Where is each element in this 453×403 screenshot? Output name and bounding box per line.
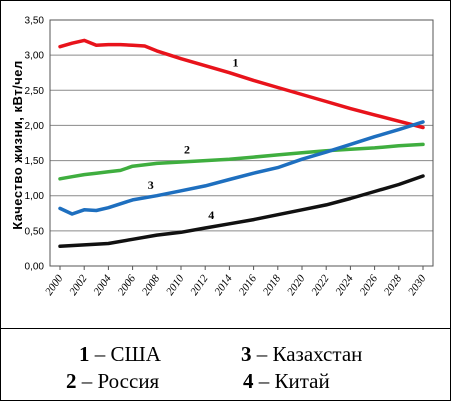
x-tick-label: 2022 (309, 272, 332, 297)
x-tick-label: 2012 (188, 272, 211, 297)
x-tick-label: 2020 (285, 272, 308, 297)
series-line-1 (58, 38, 425, 130)
y-axis-ticks: 0,00 0,50 1,00 1,50 2,00 2,50 3,00 3,50 (25, 16, 45, 273)
x-tick-label: 2026 (358, 272, 381, 297)
legend-item-1: 1 – США (79, 342, 161, 367)
y-tick-label: 2,50 (25, 86, 45, 97)
series-number-label-4: 4 (208, 208, 214, 222)
legend-text: – Россия (81, 369, 160, 393)
y-tick-label: 3,50 (25, 16, 45, 27)
legend-number: 4 (243, 369, 254, 393)
series-line-4 (58, 174, 425, 249)
y-tick-label: 0,00 (25, 262, 45, 273)
legend-item-3: 3 – Казахстан (241, 342, 362, 367)
series-number-label-3: 3 (148, 178, 154, 192)
y-tick-label: 0,50 (25, 226, 45, 237)
x-tick-label: 2010 (164, 272, 187, 297)
series-labels: 1 2 3 4 (148, 56, 239, 222)
series-group (58, 38, 425, 249)
y-tick-label: 1,50 (25, 156, 45, 167)
grid (49, 19, 434, 267)
legend-item-4: 4 – Китай (243, 369, 330, 394)
series-line-2 (58, 142, 425, 181)
x-tick-label: 2028 (382, 272, 405, 297)
y-tick-label: 1,00 (25, 191, 45, 202)
x-tick-label: 2008 (140, 272, 163, 297)
series-number-label-2: 2 (184, 143, 190, 157)
y-tick-label: 3,00 (25, 51, 45, 62)
x-tick-label: 2004 (91, 272, 114, 297)
x-tick-label: 2006 (116, 272, 139, 297)
x-tick-label: 2030 (406, 272, 429, 297)
legend-divider (0, 328, 451, 329)
y-tick-label: 2,00 (25, 121, 45, 132)
y-axis-label: Качество жизни, кВт/чел (10, 60, 25, 230)
legend-number: 3 (241, 342, 252, 366)
series-line-3 (58, 120, 425, 216)
legend-item-2: 2 – Россия (66, 369, 159, 394)
legend-text: – Казахстан (256, 342, 363, 366)
line-chart: 0,000,501,001,502,002,503,003,50 2000 200… (10, 16, 434, 298)
x-tick-label: 2024 (333, 272, 356, 297)
x-tick-label: 2018 (261, 272, 284, 297)
x-tick-label: 2014 (212, 272, 235, 297)
legend-number: 2 (66, 369, 77, 393)
legend-text: – Китай (258, 369, 330, 393)
x-tick-label: 2000 (43, 272, 66, 297)
plot-border (49, 19, 434, 267)
legend-text: – США (94, 342, 161, 366)
x-tick-label: 2002 (67, 272, 90, 297)
x-axis-ticks: 2000 2002 2004 2006 2008 2010 2012 2014 2016 2018… (43, 266, 429, 298)
legend-number: 1 (79, 342, 90, 366)
series-number-label-1: 1 (232, 56, 238, 70)
x-tick-label: 2016 (237, 272, 260, 297)
plot-area (50, 20, 433, 266)
